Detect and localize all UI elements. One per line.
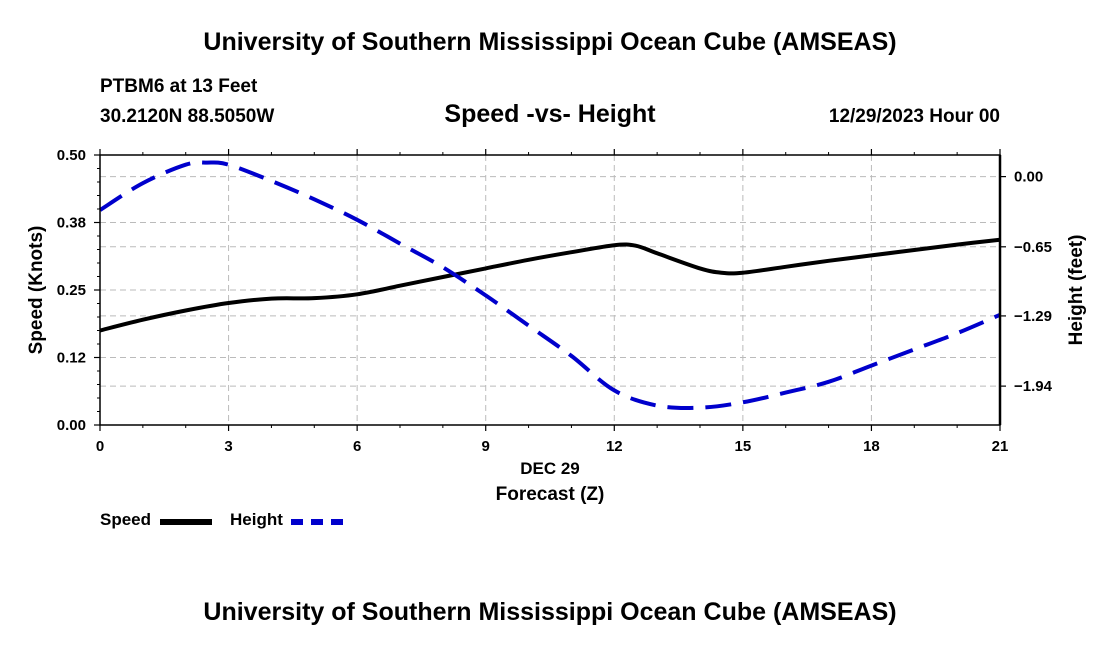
x-tick-label: 18 bbox=[863, 438, 880, 455]
forecast-datetime: 12/29/2023 Hour 00 bbox=[828, 106, 1000, 127]
y2-tick-label: −0.65 bbox=[1014, 239, 1052, 256]
y2-tick-label: −1.29 bbox=[1014, 308, 1052, 325]
grid-layer bbox=[100, 155, 1000, 425]
speed-series-line bbox=[99, 237, 1001, 333]
x-tick-label: 15 bbox=[735, 438, 752, 455]
x-tick-label: 6 bbox=[353, 438, 361, 455]
x-tick-label: 12 bbox=[606, 438, 623, 455]
y2-tick-label: 0.00 bbox=[1014, 169, 1043, 186]
main-title: University of Southern Mississippi Ocean… bbox=[203, 28, 897, 56]
series-layer bbox=[98, 160, 1001, 411]
axis-layer: 0 3 6 9 12 15 18 21 0.00 0.12 0.25 0.38 0.50 0.00 −0.6… bbox=[57, 147, 1053, 455]
y2-axis-label: Height (feet) bbox=[1066, 235, 1087, 346]
y-tick-label: 0.38 bbox=[57, 215, 86, 232]
x-tick-label: 21 bbox=[992, 438, 1009, 455]
legend-speed-label: Speed bbox=[100, 510, 152, 529]
x-axis-date-label: DEC 29 bbox=[520, 459, 580, 478]
x-tick-label: 3 bbox=[224, 438, 232, 455]
y-tick-label: 0.12 bbox=[57, 350, 86, 367]
y-tick-label: 0.00 bbox=[57, 417, 86, 434]
legend-height-label: Height bbox=[230, 510, 283, 529]
x-tick-label: 0 bbox=[96, 438, 104, 455]
height-series-line bbox=[98, 160, 1001, 411]
y2-tick-label: −1.94 bbox=[1014, 378, 1053, 395]
y-tick-label: 0.50 bbox=[57, 147, 86, 164]
x-tick-label: 9 bbox=[482, 438, 490, 455]
footer-title: University of Southern Mississippi Ocean… bbox=[203, 598, 897, 626]
legend-height-swatch bbox=[291, 519, 343, 525]
x-axis-label: Forecast (Z) bbox=[496, 484, 605, 505]
legend-speed-swatch bbox=[160, 519, 212, 525]
y-axis-label: Speed (Knots) bbox=[26, 226, 47, 355]
station-label: PTBM6 at 13 Feet bbox=[100, 76, 258, 97]
chart-subtitle: Speed -vs- Height bbox=[444, 100, 656, 128]
speed-height-chart: 0 3 6 9 12 15 18 21 0.00 0.12 0.25 0.38 0.50 0.00 −0.6… bbox=[26, 147, 1087, 505]
coordinates-label: 30.2120N 88.5050W bbox=[100, 106, 275, 127]
y-tick-label: 0.25 bbox=[57, 282, 86, 299]
